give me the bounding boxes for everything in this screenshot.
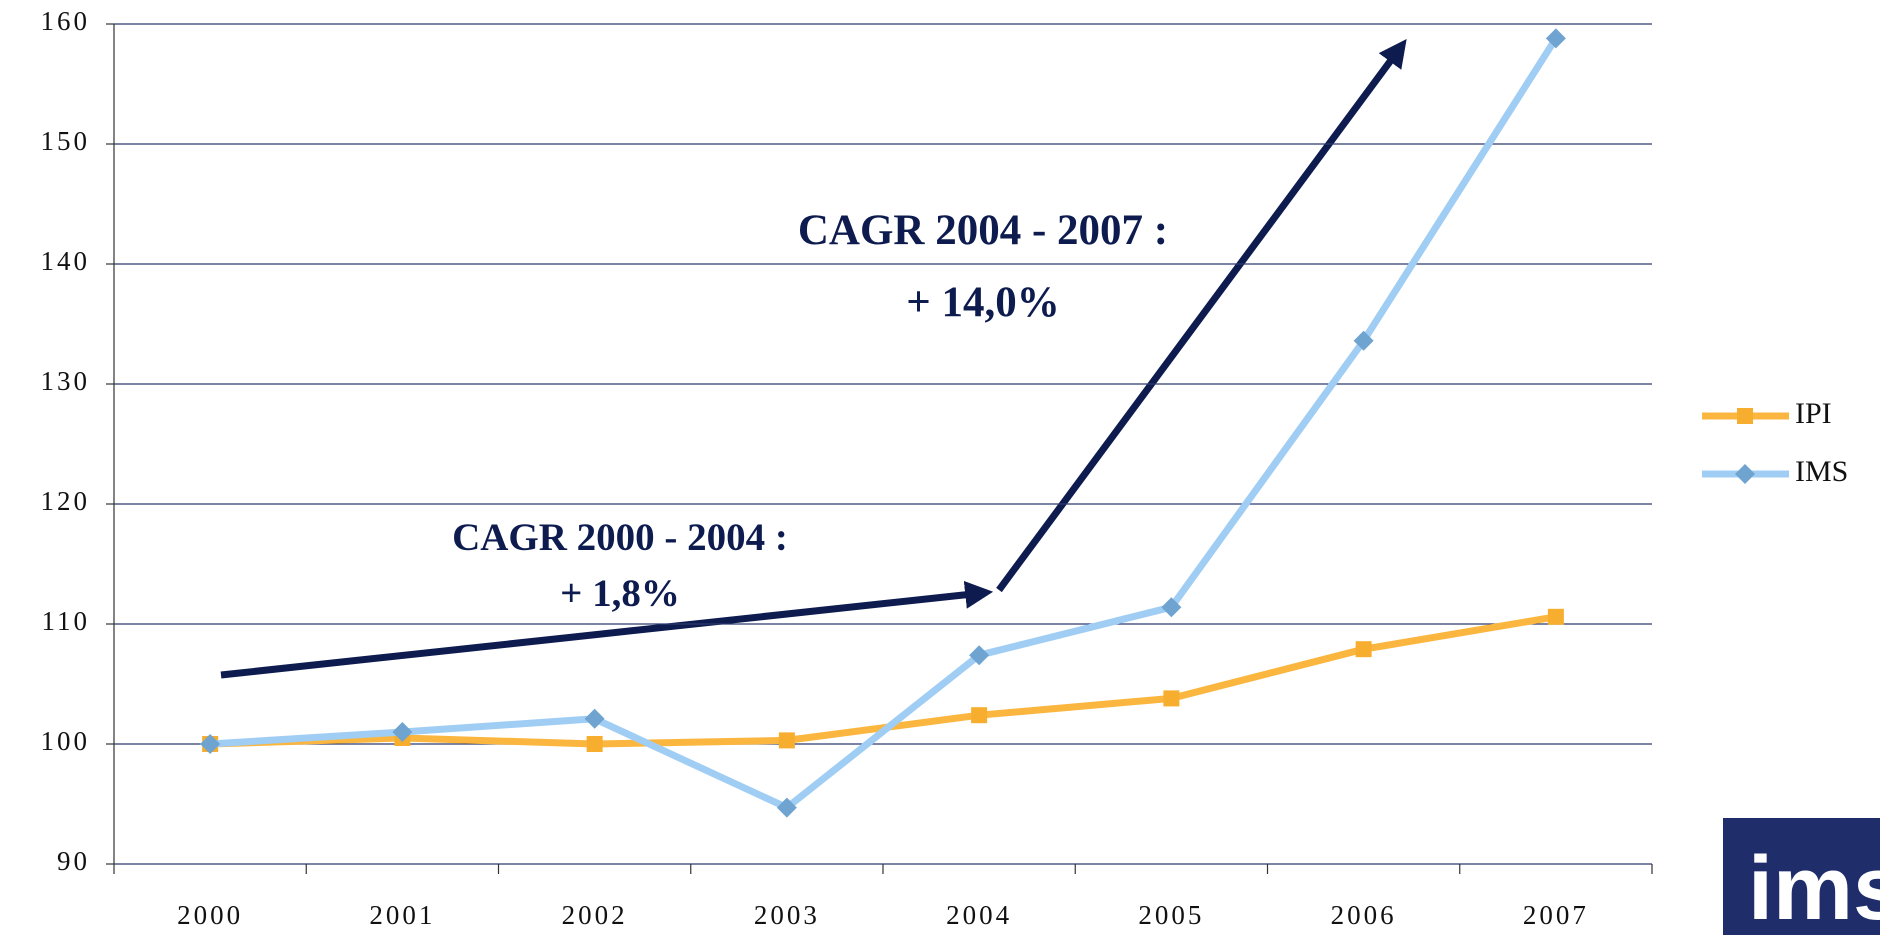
marker — [584, 708, 605, 729]
marker — [776, 797, 797, 818]
y-tick-label: 140 — [41, 246, 91, 276]
x-tick-label: 2000 — [177, 900, 243, 930]
x-tick-label: 2005 — [1138, 900, 1204, 930]
x-tick-label: 2002 — [562, 900, 628, 930]
y-tick-label: 130 — [41, 366, 91, 396]
marker — [971, 707, 988, 724]
legend-label: IMS — [1795, 455, 1848, 488]
marker — [1355, 641, 1372, 658]
x-tick-label: 2006 — [1331, 900, 1397, 930]
marker — [200, 734, 221, 754]
x-tick-label: 2001 — [369, 900, 435, 930]
marker — [1161, 597, 1182, 618]
y-tick-label: 90 — [57, 846, 90, 876]
x-tick-label: 2004 — [946, 900, 1012, 930]
legend-label: IPI — [1795, 397, 1832, 430]
marker — [392, 722, 413, 742]
legend-marker — [1735, 464, 1755, 484]
marker — [1353, 330, 1374, 351]
y-tick-label: 120 — [41, 486, 91, 516]
annotation: CAGR 2000 - 2004 : — [452, 516, 788, 559]
x-tick-label: 2003 — [754, 900, 820, 930]
y-tick-label: 110 — [42, 606, 91, 636]
x-tick-label: 2007 — [1523, 900, 1589, 930]
marker — [1545, 28, 1566, 49]
y-tick-label: 100 — [41, 726, 91, 756]
annotation: + 1,8% — [560, 572, 680, 615]
logo: ims — [1748, 839, 1880, 935]
marker — [778, 732, 795, 749]
series-line — [209, 36, 1559, 812]
annotation: CAGR 2004 - 2007 : — [798, 207, 1168, 254]
logo-box — [1723, 818, 1880, 935]
marker — [586, 736, 603, 752]
y-tick-label: 160 — [41, 6, 91, 36]
marker — [1547, 608, 1564, 625]
marker — [1163, 690, 1180, 707]
annotation: + 14,0% — [906, 279, 1060, 326]
trend-arrow — [996, 38, 1407, 593]
marker — [969, 645, 990, 666]
legend-marker — [1737, 408, 1753, 424]
trend-arrow — [220, 580, 994, 679]
series-line — [210, 613, 1557, 748]
y-tick-label: 150 — [41, 126, 91, 156]
